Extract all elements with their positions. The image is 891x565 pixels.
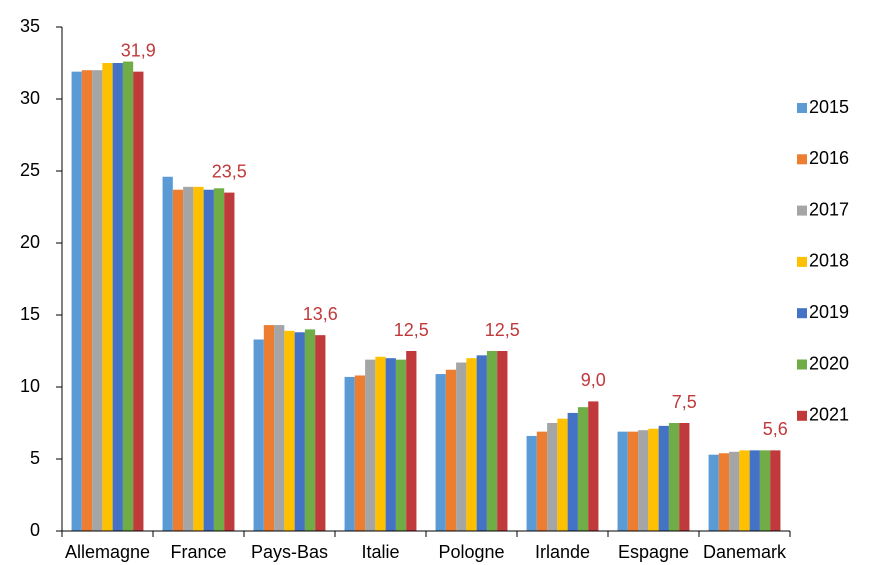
bar xyxy=(203,189,214,531)
y-tick-label: 30 xyxy=(20,88,40,108)
value-label: 9,0 xyxy=(581,370,606,390)
value-label: 12,5 xyxy=(394,320,429,340)
value-label: 5,6 xyxy=(763,419,788,439)
bar xyxy=(456,362,467,531)
bar xyxy=(445,369,457,531)
bar xyxy=(658,425,669,531)
y-tick-label: 25 xyxy=(20,160,40,180)
y-tick-label: 5 xyxy=(30,448,40,468)
legend-label: 2017 xyxy=(809,199,849,219)
bar xyxy=(112,63,123,531)
legend-swatch xyxy=(797,103,807,113)
bar xyxy=(486,351,498,531)
bar xyxy=(253,339,264,531)
bar xyxy=(92,70,103,531)
x-tick-label: France xyxy=(170,542,226,562)
bar xyxy=(567,412,578,531)
bar xyxy=(284,330,295,531)
legend-swatch xyxy=(797,359,807,370)
bar xyxy=(588,401,599,531)
bar xyxy=(81,70,93,531)
legend-swatch xyxy=(797,205,807,216)
y-tick-label: 15 xyxy=(20,304,40,324)
bar xyxy=(739,450,750,531)
bar xyxy=(749,450,760,531)
bar xyxy=(193,186,204,531)
legend-swatch xyxy=(797,308,807,319)
x-tick-label: Espagne xyxy=(618,542,689,562)
legend-label: 2021 xyxy=(809,405,849,425)
bar xyxy=(274,325,285,531)
bar xyxy=(385,358,396,531)
bar xyxy=(354,375,366,531)
value-label: 23,5 xyxy=(212,161,247,181)
bar xyxy=(770,450,781,531)
legend-label: 2016 xyxy=(809,148,849,168)
bar xyxy=(536,431,548,531)
bar xyxy=(375,356,386,531)
legend-label: 2020 xyxy=(809,353,849,373)
value-label: 13,6 xyxy=(303,304,338,324)
legend-swatch xyxy=(797,256,807,267)
value-label: 31,9 xyxy=(121,40,156,60)
bar xyxy=(497,351,508,531)
value-label: 7,5 xyxy=(672,392,697,412)
bar xyxy=(71,71,82,531)
bar xyxy=(133,71,144,531)
value-label: 12,5 xyxy=(485,320,520,340)
bar xyxy=(638,430,649,531)
bar xyxy=(344,376,355,531)
bar xyxy=(162,176,173,531)
bar xyxy=(526,435,537,531)
bar xyxy=(263,325,275,531)
legend-label: 2019 xyxy=(809,302,849,322)
bar xyxy=(435,374,446,531)
bar xyxy=(547,423,558,531)
bar xyxy=(224,192,235,531)
x-tick-label: Italie xyxy=(361,542,399,562)
bar xyxy=(708,454,719,531)
bar xyxy=(122,61,134,532)
bar xyxy=(294,332,305,531)
y-tick-label: 0 xyxy=(30,520,40,540)
bar xyxy=(648,428,659,531)
legend-swatch xyxy=(797,154,807,165)
bar xyxy=(315,335,326,531)
bar xyxy=(172,189,184,531)
bar xyxy=(668,423,680,531)
bar xyxy=(577,407,589,531)
x-tick-label: Pays-Bas xyxy=(251,542,328,562)
bar xyxy=(395,359,407,531)
y-tick-label: 20 xyxy=(20,232,40,252)
y-tick-label: 10 xyxy=(20,376,40,396)
bar xyxy=(213,188,225,531)
y-tick-label: 35 xyxy=(20,16,40,36)
bar xyxy=(406,351,417,531)
bar xyxy=(466,358,477,531)
bar xyxy=(729,451,740,531)
x-tick-label: Pologne xyxy=(438,542,504,562)
bar xyxy=(718,453,730,531)
bar xyxy=(617,431,628,531)
bar xyxy=(183,186,194,531)
bar xyxy=(759,450,771,531)
bar xyxy=(557,418,568,531)
x-tick-label: Allemagne xyxy=(65,542,150,562)
x-tick-label: Irlande xyxy=(535,542,590,562)
legend-swatch xyxy=(797,410,807,421)
bar xyxy=(476,355,487,531)
legend-label: 2015 xyxy=(809,97,849,117)
bar xyxy=(679,423,690,531)
x-tick-label: Danemark xyxy=(703,542,787,562)
bar xyxy=(304,329,316,531)
bar xyxy=(365,359,376,531)
legend-label: 2018 xyxy=(809,251,849,271)
bar xyxy=(102,63,113,531)
bar xyxy=(627,431,639,531)
